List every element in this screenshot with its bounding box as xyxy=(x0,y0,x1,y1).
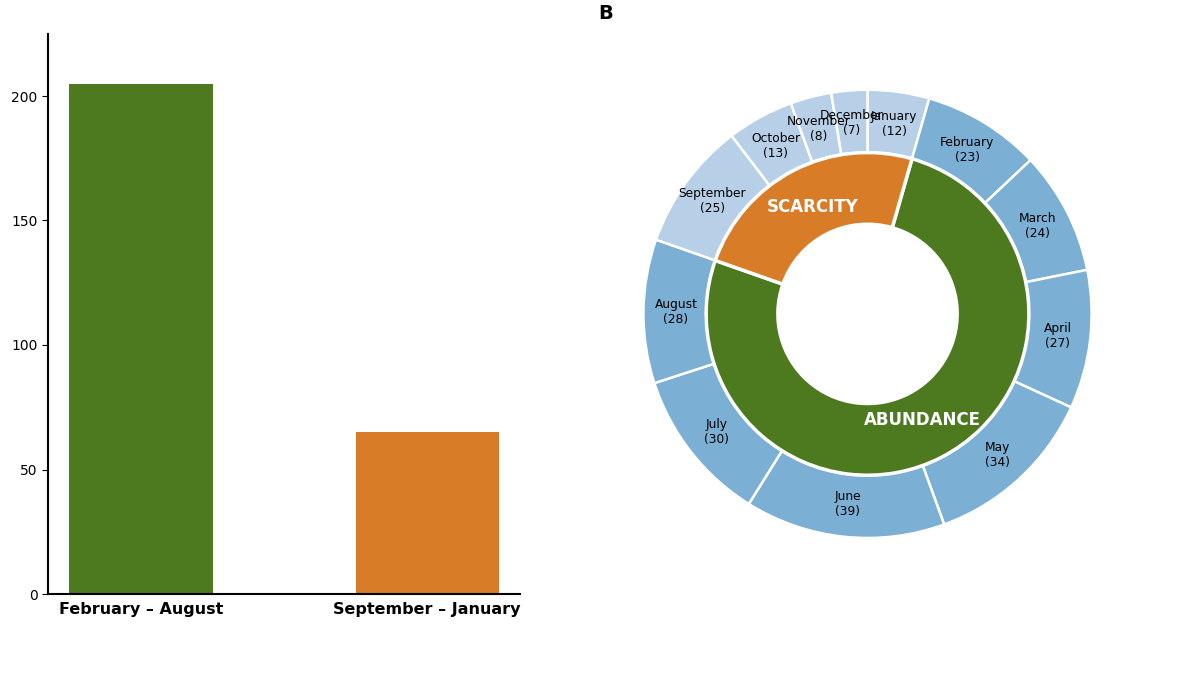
Wedge shape xyxy=(791,92,842,162)
Wedge shape xyxy=(731,103,813,186)
Bar xyxy=(70,84,212,594)
Wedge shape xyxy=(923,381,1071,524)
Wedge shape xyxy=(831,90,868,155)
Wedge shape xyxy=(716,153,912,284)
Wedge shape xyxy=(984,160,1087,282)
Text: B: B xyxy=(598,3,614,22)
Wedge shape xyxy=(644,240,716,383)
Text: SCARCITY: SCARCITY xyxy=(766,198,858,217)
Text: May
(34): May (34) xyxy=(984,441,1010,468)
Text: December
(7): December (7) xyxy=(820,109,884,137)
Text: October
(13): October (13) xyxy=(751,132,800,160)
Bar xyxy=(356,432,499,594)
Text: July
(30): July (30) xyxy=(704,418,729,446)
Text: April
(27): April (27) xyxy=(1044,322,1072,350)
Circle shape xyxy=(778,224,957,404)
Wedge shape xyxy=(912,99,1030,203)
Wedge shape xyxy=(748,451,944,538)
Wedge shape xyxy=(656,136,770,261)
Wedge shape xyxy=(1014,270,1091,408)
Text: September
(25): September (25) xyxy=(679,187,746,215)
Text: January
(12): January (12) xyxy=(870,110,917,138)
Text: February
(23): February (23) xyxy=(940,136,994,164)
Text: August
(28): August (28) xyxy=(655,298,698,325)
Text: June
(39): June (39) xyxy=(835,491,861,518)
Text: November
(8): November (8) xyxy=(787,115,851,142)
Wedge shape xyxy=(655,364,782,504)
Wedge shape xyxy=(868,90,929,159)
Text: March
(24): March (24) xyxy=(1019,212,1056,240)
Wedge shape xyxy=(706,159,1029,475)
Text: ABUNDANCE: ABUNDANCE xyxy=(864,411,981,429)
